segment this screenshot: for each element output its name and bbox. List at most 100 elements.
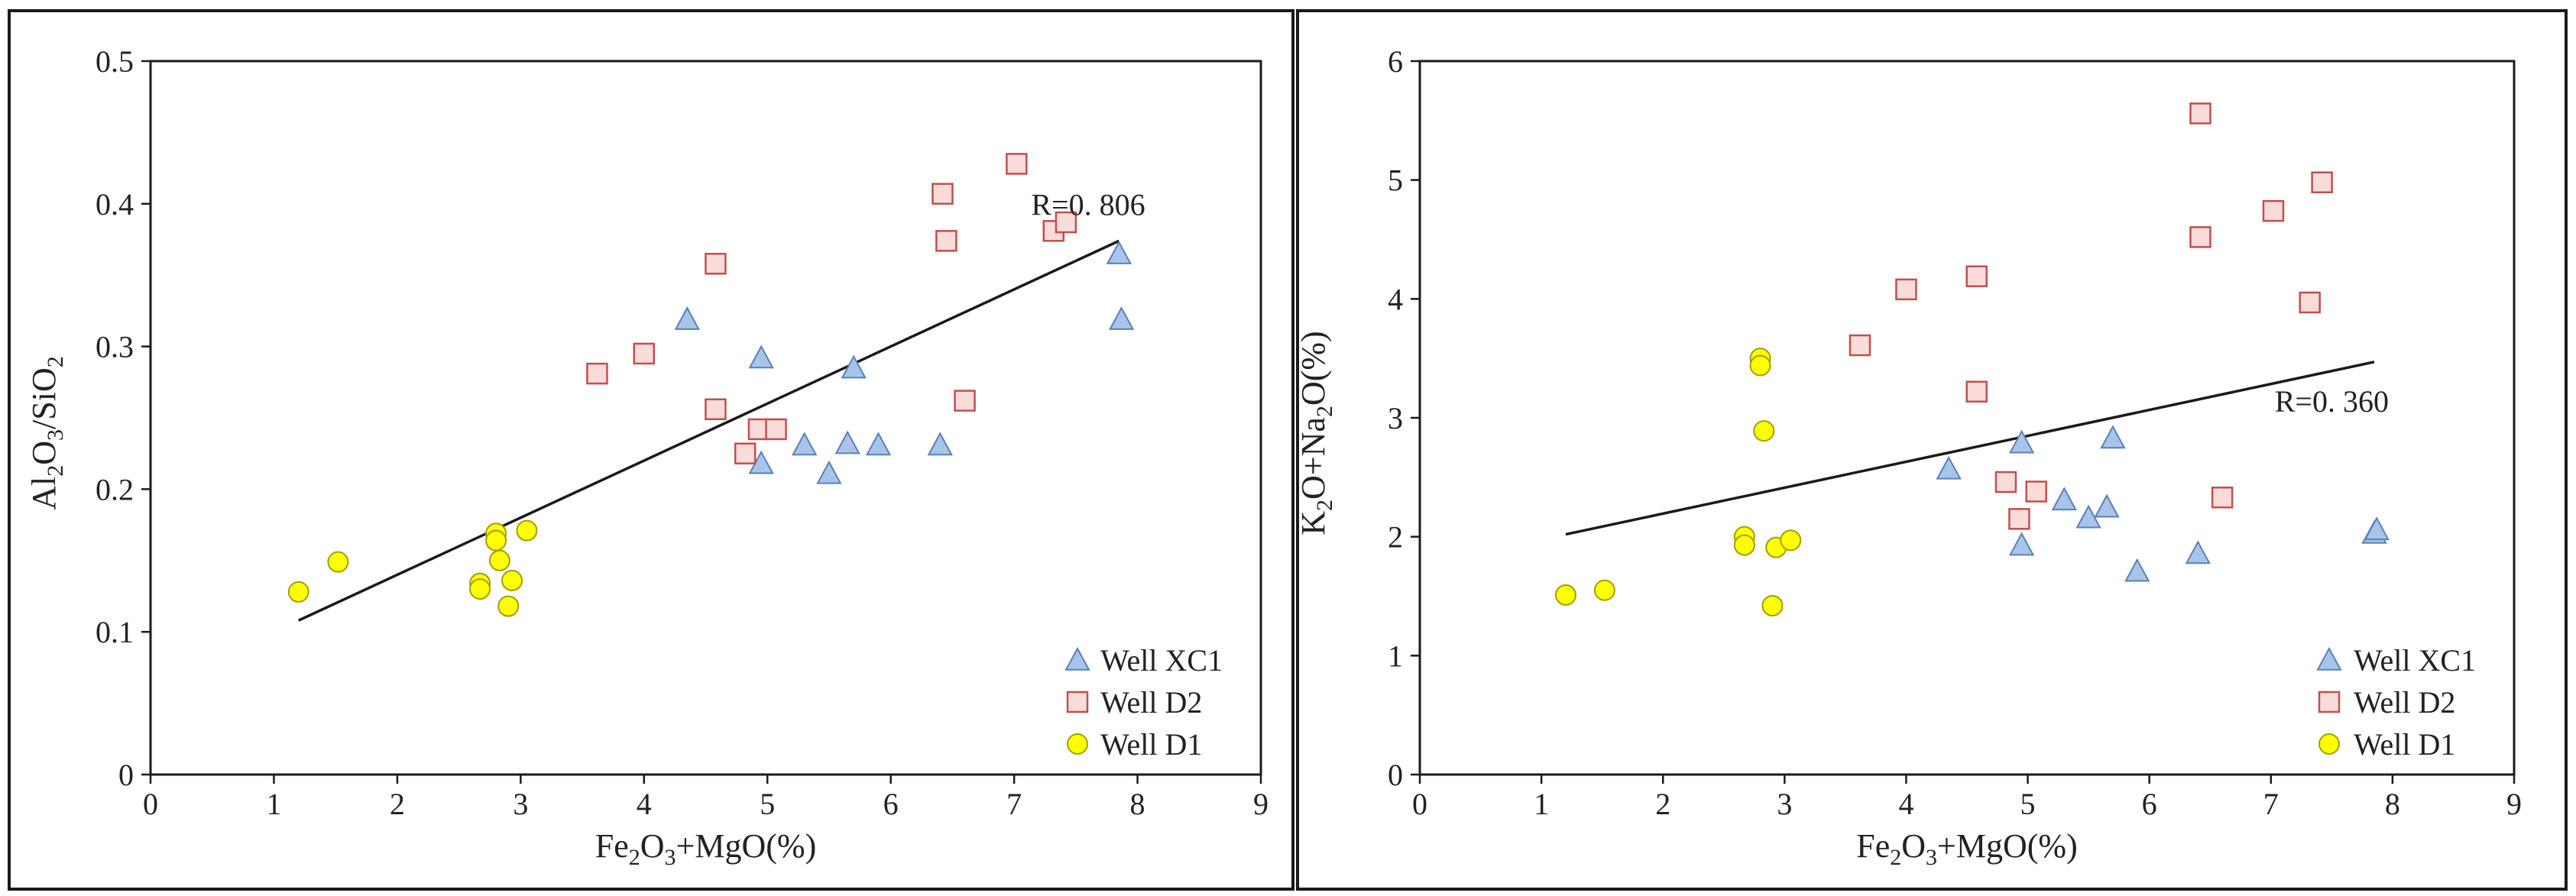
x-tick-label: 1 — [266, 787, 281, 821]
data-point-square — [1849, 334, 1871, 357]
y-tick-label: 5 — [1388, 163, 1403, 198]
data-point-square — [1965, 265, 1988, 288]
data-point-triangle — [1108, 306, 1135, 330]
y-tick-label: 0.4 — [96, 187, 134, 222]
data-point-square — [1895, 278, 1917, 301]
legend-marker-circle — [1067, 733, 1088, 755]
data-point-square — [734, 442, 757, 464]
data-point-square — [2025, 480, 2047, 503]
legend-label: Well D2 — [1100, 685, 1202, 720]
x-tick-label: 9 — [2506, 787, 2522, 821]
x-tick-label: 4 — [1898, 787, 1913, 821]
data-point-triangle — [841, 354, 867, 379]
x-tick-label: 9 — [1253, 787, 1269, 821]
y-tick-label: 0.5 — [96, 44, 134, 79]
y-tick-label: 4 — [1388, 282, 1403, 316]
data-point-circle — [469, 578, 491, 600]
legend-label: Well XC1 — [1100, 643, 1223, 678]
data-point-square — [2262, 199, 2285, 222]
y-tick-label: 1 — [1388, 639, 1403, 673]
y-tick-label: 6 — [1388, 44, 1403, 79]
data-point-circle — [1753, 420, 1775, 442]
data-point-circle — [516, 519, 538, 542]
y-tick-label: 0.2 — [96, 472, 134, 506]
data-point-square — [1965, 380, 1988, 403]
legend-label: Well XC1 — [2354, 643, 2476, 678]
data-point-triangle — [2008, 429, 2035, 454]
data-point-square — [2211, 487, 2234, 509]
panel-left-frame — [8, 9, 1294, 891]
data-point-square — [2008, 508, 2030, 530]
data-point-circle — [327, 551, 349, 573]
x-tick-label: 0 — [1412, 787, 1427, 821]
plot-area — [149, 60, 1262, 776]
data-point-square — [586, 362, 608, 385]
x-tick-label: 7 — [2263, 787, 2279, 821]
trendline — [1565, 361, 2375, 536]
data-point-circle — [1554, 584, 1576, 606]
data-point-triangle — [834, 430, 860, 454]
legend-label: Well D1 — [2354, 727, 2455, 762]
data-point-triangle — [1936, 455, 1962, 480]
x-tick-label: 5 — [760, 787, 775, 821]
data-point-triangle — [2094, 493, 2120, 518]
y-tick-label: 0.1 — [96, 615, 134, 649]
data-point-circle — [1761, 594, 1784, 616]
x-axis-title: Fe2​O3​+MgO(%) — [1856, 827, 2077, 870]
x-tick-label: 5 — [2020, 787, 2036, 821]
data-point-square — [2311, 171, 2333, 194]
data-point-triangle — [2124, 558, 2150, 582]
data-point-square — [2189, 226, 2211, 248]
y-tick-label: 0 — [1388, 758, 1403, 792]
data-point-square — [932, 183, 954, 205]
data-point-triangle — [2185, 540, 2211, 564]
x-tick-label: 7 — [1006, 787, 1022, 821]
trendline — [297, 239, 1120, 622]
x-tick-label: 3 — [1777, 787, 1792, 821]
data-point-circle — [287, 581, 309, 603]
data-point-triangle — [2075, 504, 2101, 529]
data-point-square — [2299, 291, 2321, 314]
scatter-chart-alkali: 01234567890123456Fe2​O3​+MgO(%)K2​O+Na2​… — [1294, 44, 2522, 870]
x-tick-label: 3 — [513, 787, 528, 821]
data-point-circle — [501, 569, 523, 591]
x-tick-label: 2 — [1655, 787, 1670, 821]
y-tick-label: 0 — [118, 758, 134, 792]
data-point-square — [765, 418, 787, 441]
data-point-square — [1994, 471, 2017, 493]
data-point-square — [705, 398, 727, 421]
data-point-circle — [1733, 534, 1755, 556]
x-tick-label: 8 — [1130, 787, 1145, 821]
legend-marker-circle — [2318, 733, 2340, 755]
x-tick-label: 2 — [390, 787, 405, 821]
data-point-triangle — [748, 344, 774, 369]
correlation-annotation: R=0. 360 — [2275, 384, 2389, 419]
data-point-triangle — [791, 432, 818, 456]
data-point-square — [1055, 211, 1077, 234]
data-point-circle — [1749, 354, 1771, 377]
data-point-square — [705, 253, 727, 275]
data-point-triangle — [2008, 532, 2035, 556]
x-tick-label: 0 — [143, 787, 158, 821]
data-point-triangle — [927, 432, 953, 456]
data-point-circle — [485, 529, 507, 552]
legend-marker-triangle — [2316, 646, 2342, 671]
data-point-triangle — [1106, 241, 1132, 264]
y-tick-label: 0.3 — [96, 330, 134, 364]
correlation-annotation: R=0. 806 — [1031, 188, 1145, 222]
data-point-circle — [497, 595, 520, 617]
x-tick-label: 4 — [637, 787, 652, 821]
data-point-triangle — [2100, 425, 2126, 449]
x-tick-label: 6 — [2142, 787, 2157, 821]
data-point-triangle — [816, 460, 842, 484]
data-point-square — [954, 390, 976, 412]
data-point-circle — [488, 549, 510, 571]
data-point-square — [935, 230, 957, 252]
data-point-triangle — [2364, 516, 2390, 541]
y-tick-label: 3 — [1388, 401, 1403, 435]
data-point-triangle — [2051, 487, 2077, 511]
x-axis-title: Fe2​O3​+MgO(%) — [595, 827, 816, 870]
x-tick-label: 8 — [2385, 787, 2400, 821]
data-point-square — [1006, 153, 1028, 175]
